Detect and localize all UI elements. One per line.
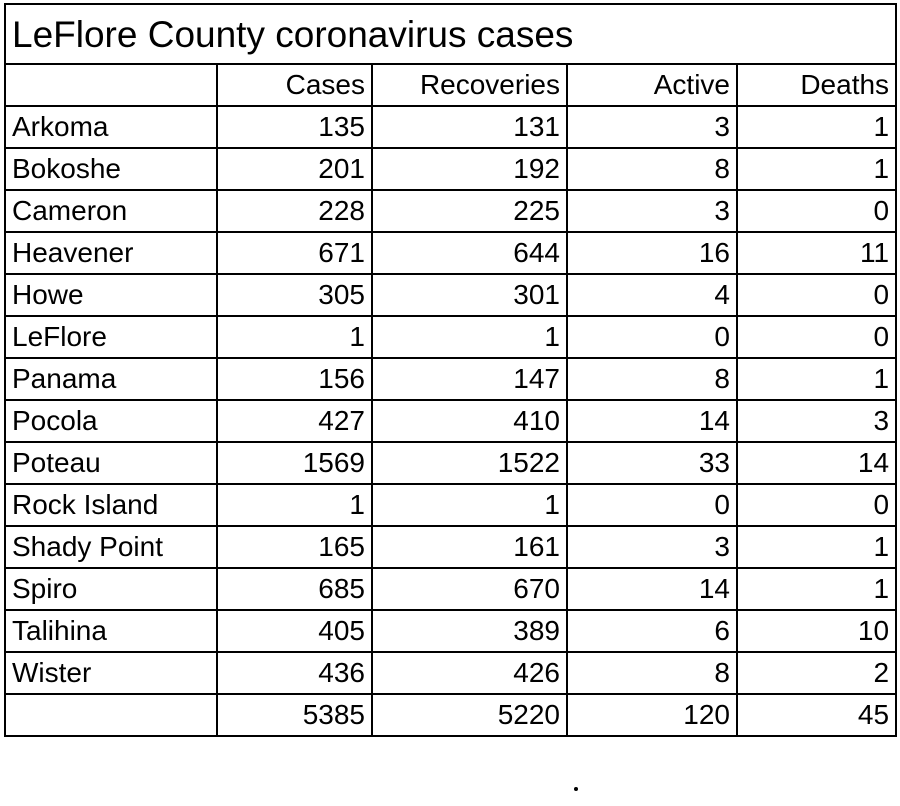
cell-cases: 671 [216, 231, 373, 275]
cell-cases: 5385 [216, 693, 373, 737]
cell-active: 3 [566, 525, 738, 569]
cell-active: 4 [566, 273, 738, 317]
header-row: Cases Recoveries Active Deaths [4, 63, 898, 107]
cell-cases: 1 [216, 483, 373, 527]
cell-recoveries: 225 [371, 189, 568, 233]
table-row: Howe 305 301 4 0 [4, 273, 898, 317]
cell-town: LeFlore [4, 315, 218, 359]
cell-town: Spiro [4, 567, 218, 611]
cell-recoveries: 670 [371, 567, 568, 611]
cell-active: 0 [566, 483, 738, 527]
column-header-deaths: Deaths [735, 63, 898, 107]
cell-active: 8 [566, 357, 738, 401]
cell-deaths: 10 [735, 609, 898, 653]
cell-town: Pocola [4, 399, 218, 443]
cell-town: Poteau [4, 441, 218, 485]
table-row: LeFlore 1 1 0 0 [4, 315, 898, 359]
cell-recoveries: 426 [371, 651, 568, 695]
cell-deaths: 1 [735, 357, 898, 401]
cell-deaths: 1 [735, 147, 898, 191]
column-header-cases: Cases [216, 63, 373, 107]
cell-cases: 1 [216, 315, 373, 359]
table-row: Pocola 427 410 14 3 [4, 399, 898, 443]
table-row: Shady Point 165 161 3 1 [4, 525, 898, 569]
table-row: Cameron 228 225 3 0 [4, 189, 898, 233]
table-title: LeFlore County coronavirus cases [3, 3, 898, 65]
cell-town: Howe [4, 273, 218, 317]
totals-row: 5385 5220 120 45 [4, 693, 898, 737]
table-row: Arkoma 135 131 3 1 [4, 105, 898, 149]
cell-deaths: 14 [735, 441, 898, 485]
cell-recoveries: 147 [371, 357, 568, 401]
cell-deaths: 0 [735, 483, 898, 527]
table-row: Bokoshe 201 192 8 1 [4, 147, 898, 191]
cell-cases: 201 [216, 147, 373, 191]
cell-deaths: 1 [735, 105, 898, 149]
footer-dot [574, 787, 578, 791]
cell-cases: 165 [216, 525, 373, 569]
cell-deaths: 2 [735, 651, 898, 695]
cell-town: Heavener [4, 231, 218, 275]
table-row: Spiro 685 670 14 1 [4, 567, 898, 611]
cell-town: Talihina [4, 609, 218, 653]
cell-town: Cameron [4, 189, 218, 233]
table-row: Rock Island 1 1 0 0 [4, 483, 898, 527]
cell-recoveries: 1522 [371, 441, 568, 485]
cell-deaths: 45 [735, 693, 898, 737]
cell-recoveries: 1 [371, 483, 568, 527]
cell-deaths: 0 [735, 273, 898, 317]
cell-cases: 305 [216, 273, 373, 317]
cell-active: 0 [566, 315, 738, 359]
cell-recoveries: 389 [371, 609, 568, 653]
cell-recoveries: 192 [371, 147, 568, 191]
cell-deaths: 11 [735, 231, 898, 275]
table-row: Panama 156 147 8 1 [4, 357, 898, 401]
cell-town: Shady Point [4, 525, 218, 569]
cell-recoveries: 161 [371, 525, 568, 569]
cell-cases: 405 [216, 609, 373, 653]
cell-recoveries: 644 [371, 231, 568, 275]
cell-recoveries: 5220 [371, 693, 568, 737]
cell-cases: 436 [216, 651, 373, 695]
cell-cases: 427 [216, 399, 373, 443]
cell-active: 120 [566, 693, 738, 737]
cell-town: Rock Island [4, 483, 218, 527]
column-header-recoveries: Recoveries [371, 63, 568, 107]
cell-active: 3 [566, 189, 738, 233]
cell-deaths: 0 [735, 189, 898, 233]
cell-cases: 685 [216, 567, 373, 611]
cell-town [4, 693, 218, 737]
cell-recoveries: 131 [371, 105, 568, 149]
cell-recoveries: 1 [371, 315, 568, 359]
cell-active: 14 [566, 399, 738, 443]
cell-cases: 135 [216, 105, 373, 149]
cell-recoveries: 410 [371, 399, 568, 443]
column-header-active: Active [566, 63, 738, 107]
cell-active: 14 [566, 567, 738, 611]
cell-active: 16 [566, 231, 738, 275]
cases-table: LeFlore County coronavirus cases Cases R… [3, 3, 898, 737]
table-row: Heavener 671 644 16 11 [4, 231, 898, 275]
cell-town: Wister [4, 651, 218, 695]
table-row: Talihina 405 389 6 10 [4, 609, 898, 653]
cell-town: Panama [4, 357, 218, 401]
cell-deaths: 1 [735, 525, 898, 569]
cell-deaths: 3 [735, 399, 898, 443]
table-row: Poteau 1569 1522 33 14 [4, 441, 898, 485]
cell-deaths: 0 [735, 315, 898, 359]
cell-active: 8 [566, 651, 738, 695]
cell-town: Bokoshe [4, 147, 218, 191]
cell-cases: 156 [216, 357, 373, 401]
cell-cases: 1569 [216, 441, 373, 485]
cell-recoveries: 301 [371, 273, 568, 317]
cell-active: 3 [566, 105, 738, 149]
cell-active: 8 [566, 147, 738, 191]
column-header-town [4, 63, 218, 107]
cell-active: 6 [566, 609, 738, 653]
cell-town: Arkoma [4, 105, 218, 149]
cell-active: 33 [566, 441, 738, 485]
cell-cases: 228 [216, 189, 373, 233]
table-row: Wister 436 426 8 2 [4, 651, 898, 695]
cell-deaths: 1 [735, 567, 898, 611]
